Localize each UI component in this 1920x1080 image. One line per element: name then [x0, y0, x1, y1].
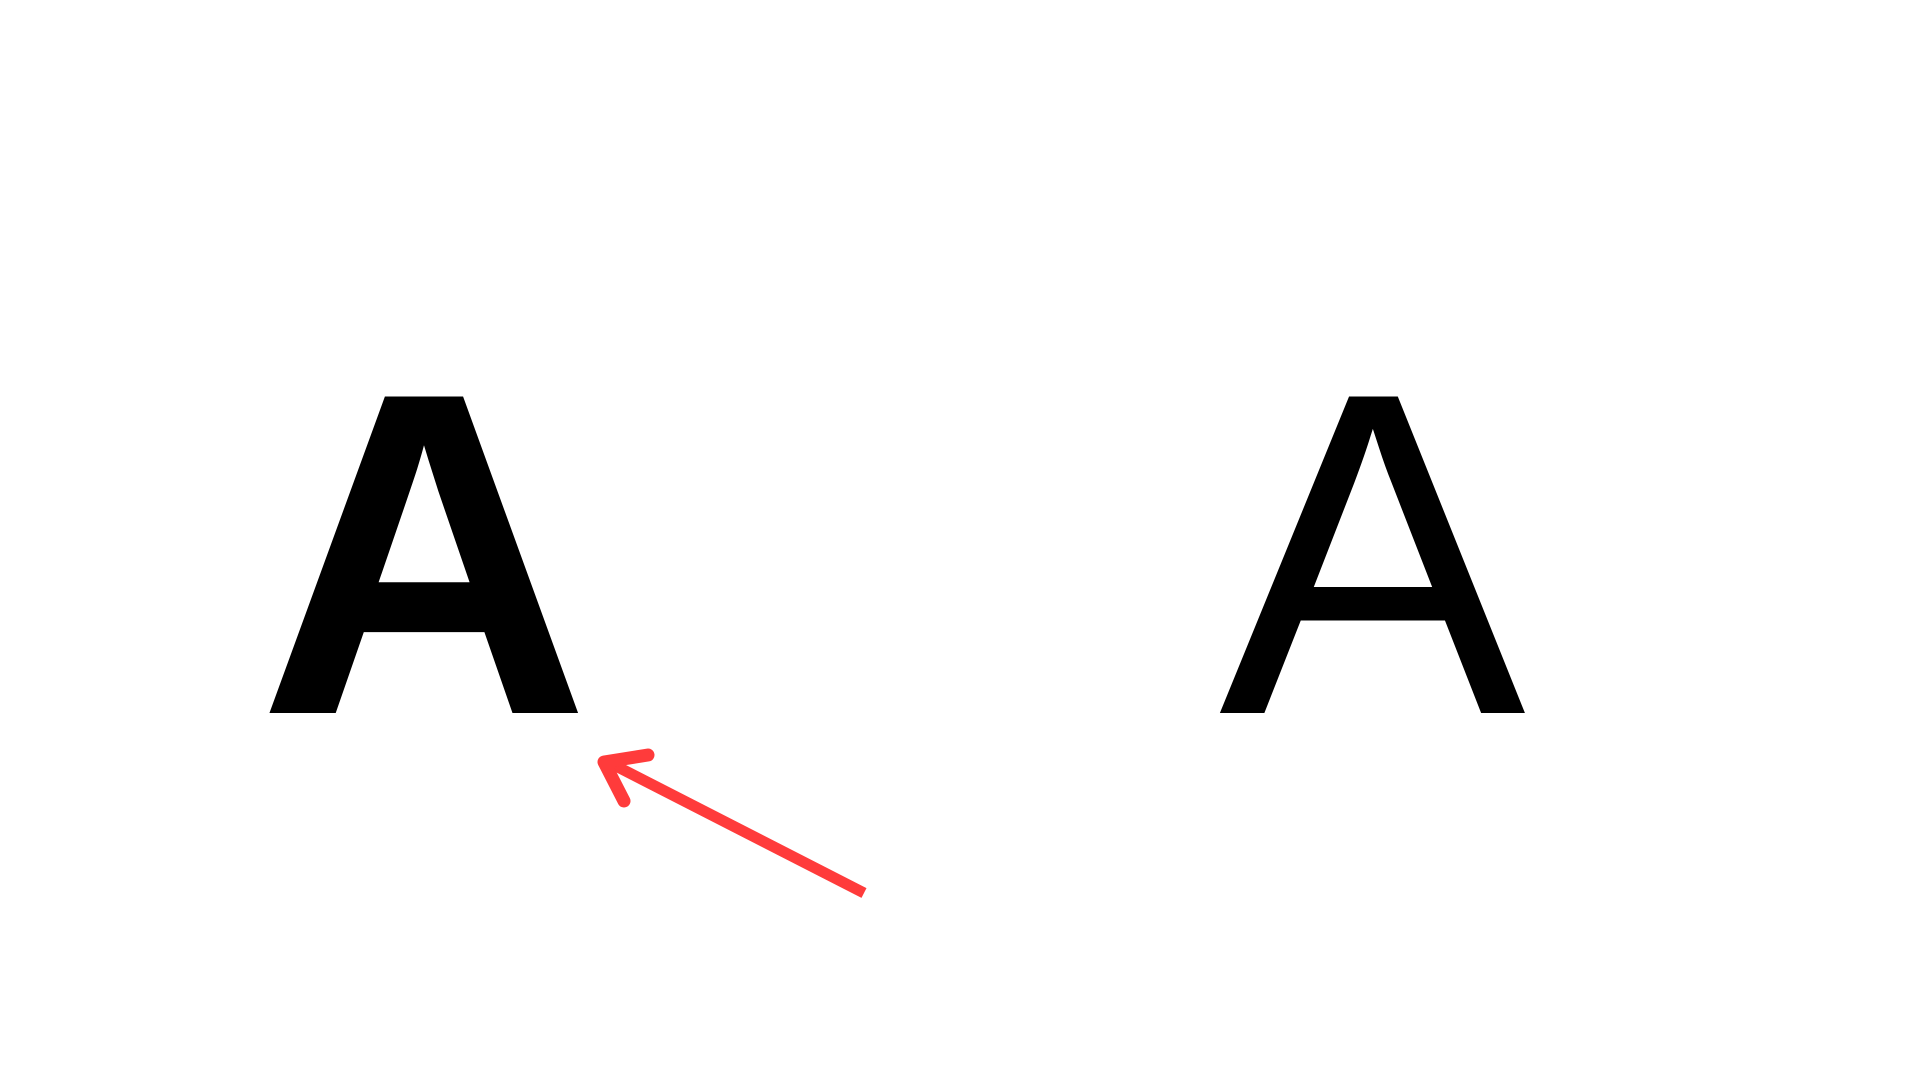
arrow-icon [597, 748, 867, 898]
letter-a-bold: A [258, 298, 591, 811]
arrow-head [597, 748, 655, 808]
letter-a-regular: A [1219, 298, 1526, 811]
arrow-shaft [605, 757, 867, 898]
